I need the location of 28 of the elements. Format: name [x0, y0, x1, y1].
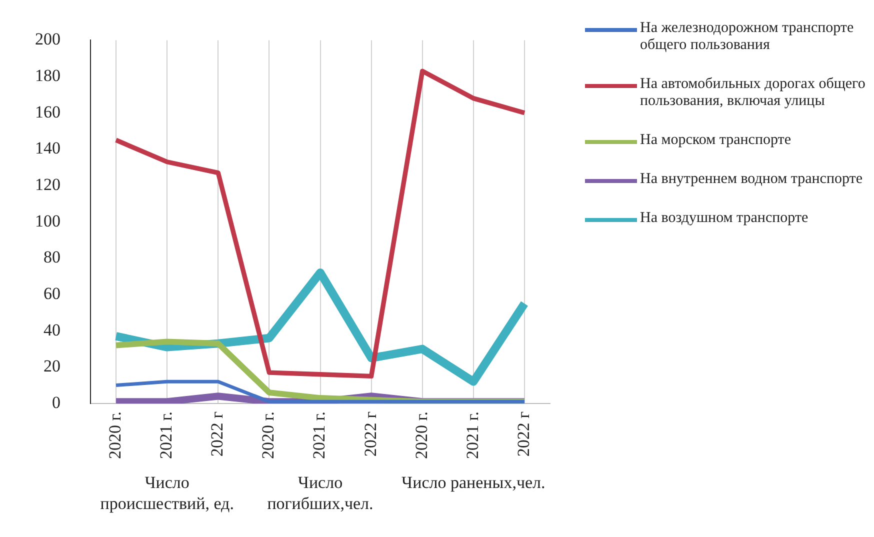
y-tick-label: 0	[52, 392, 60, 412]
x-tick-label: 2020 г.	[258, 411, 278, 460]
y-tick-label: 180	[35, 66, 60, 85]
text: Число погибших,чел.	[267, 472, 374, 513]
y-tick-label: 140	[35, 138, 60, 158]
x-tick-label: 2022 г	[360, 411, 380, 457]
legend-label: На железнодорожном транспорте общего пользования	[640, 20, 855, 54]
y-tick-label: 160	[35, 102, 60, 122]
y-tick-label: 80	[44, 248, 60, 267]
legend-label: На воздушном транспорте	[640, 210, 808, 227]
legend-label: На морском транспорте	[640, 132, 791, 149]
y-tick-label: 100	[35, 211, 60, 230]
y-tick-label: 60	[44, 284, 60, 303]
x-tick-label: 2022 г	[514, 411, 533, 457]
legend-label: На автомобильных дорогах общего пользования, включая улицы	[640, 76, 866, 110]
legend-label: На внутреннем водном транспорте	[640, 171, 862, 188]
y-tick-label: 120	[35, 174, 60, 194]
x-tick-label: 2020 г.	[105, 411, 124, 460]
x-tick-label: 2022 г	[208, 411, 227, 457]
x-tick-label: 2020 г.	[412, 411, 431, 460]
x-tick-label: 2021 г.	[156, 411, 176, 460]
text: Число раненых,чел.	[402, 472, 546, 492]
x-tick-label: 2021 г.	[462, 411, 482, 460]
y-tick-label: 20	[44, 356, 60, 376]
y-tick-label: 200	[35, 30, 60, 49]
text: Число происшествий, ед.	[100, 472, 234, 513]
x-tick-label: 2021 г.	[310, 411, 329, 460]
y-tick-label: 40	[44, 320, 60, 340]
